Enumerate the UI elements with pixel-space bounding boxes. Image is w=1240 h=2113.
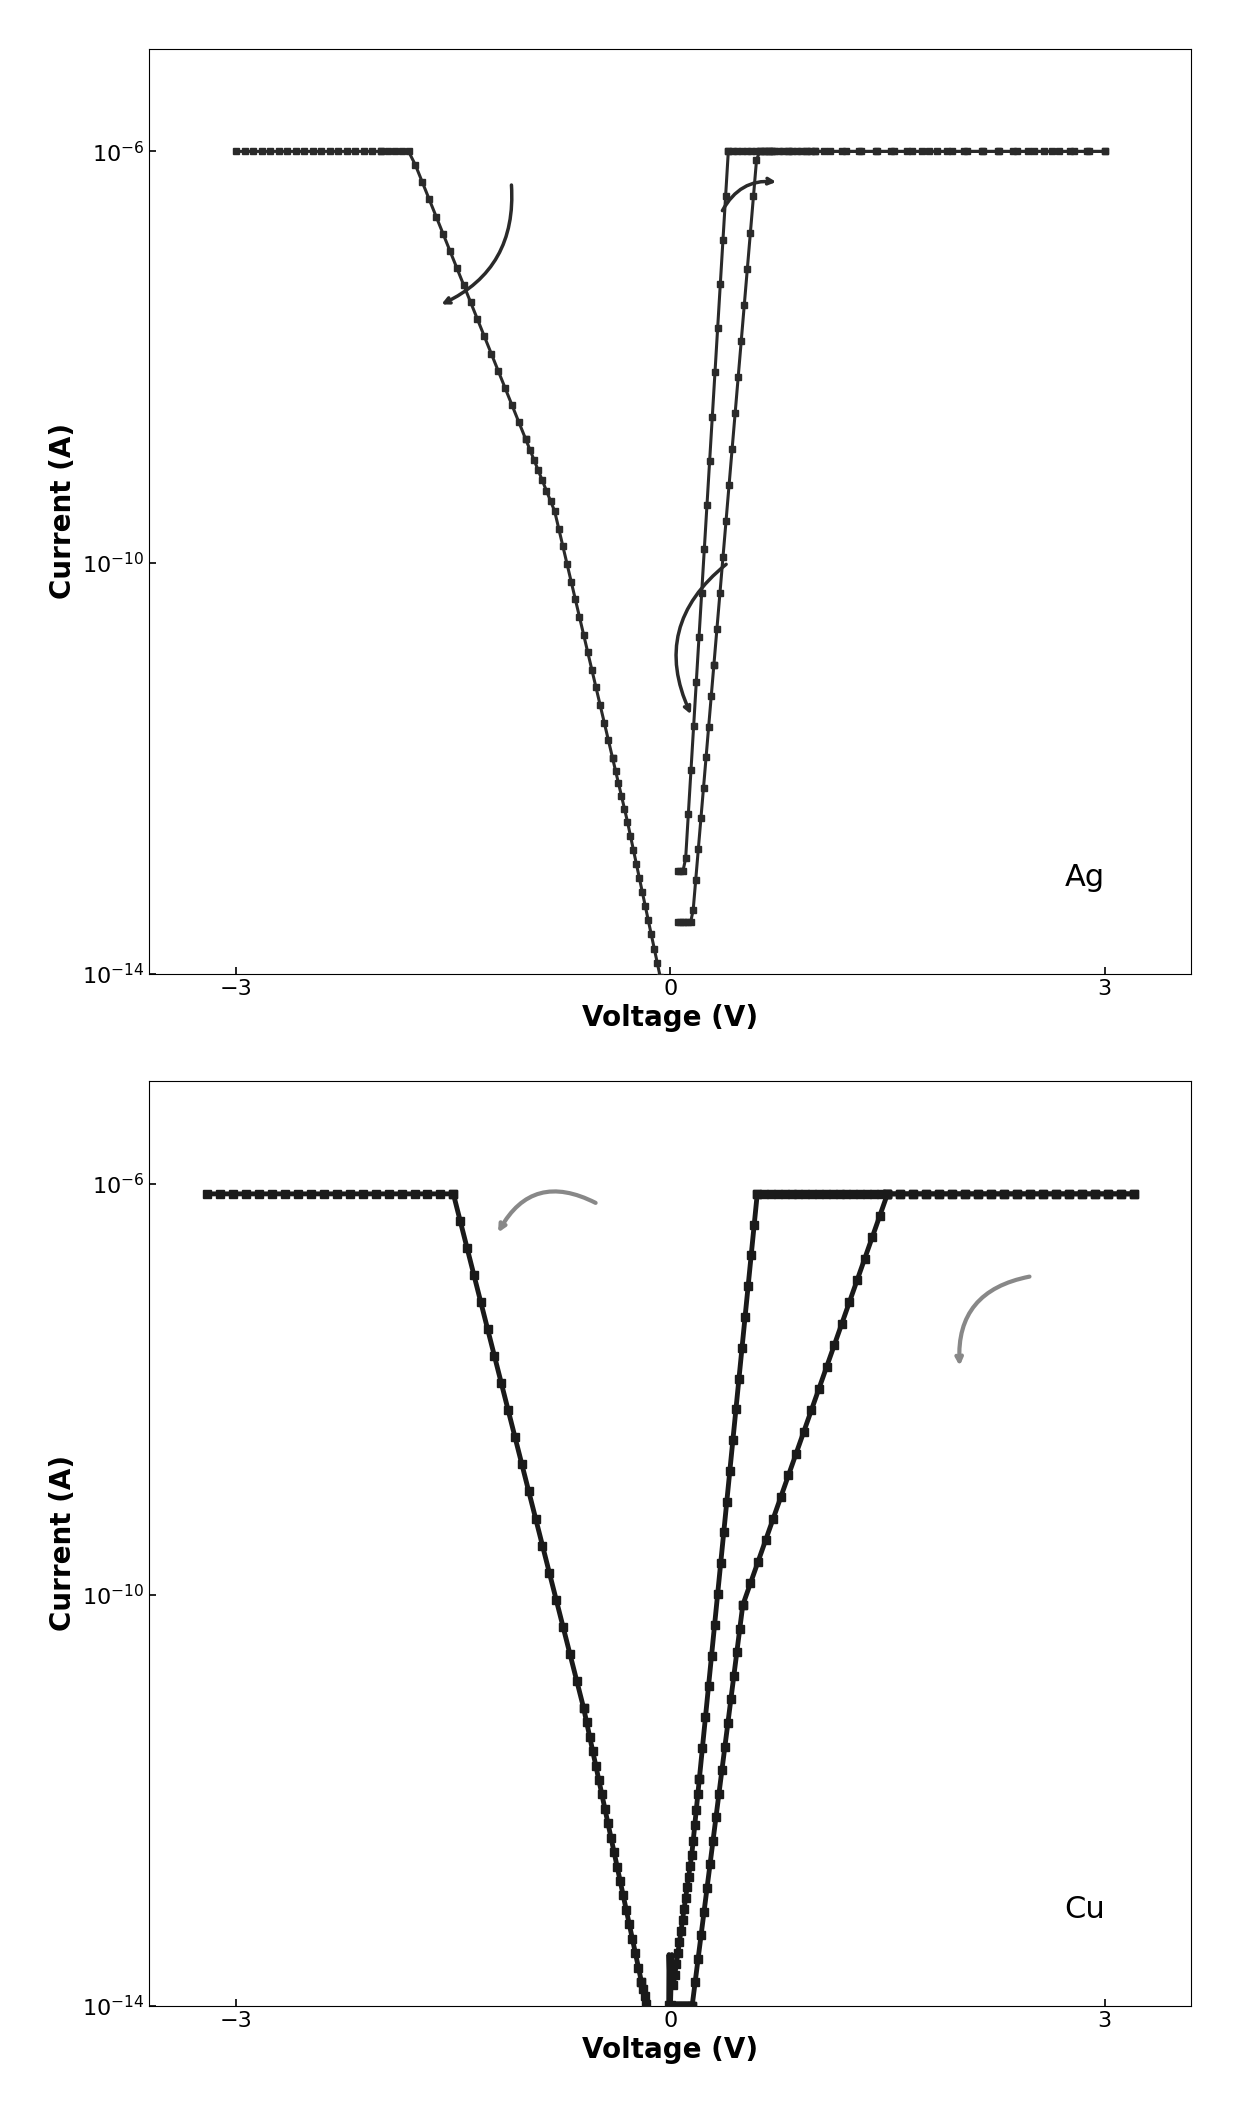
X-axis label: Voltage (V): Voltage (V)	[583, 2037, 759, 2064]
X-axis label: Voltage (V): Voltage (V)	[583, 1004, 759, 1031]
Text: Cu: Cu	[1064, 1895, 1105, 1923]
Text: Ag: Ag	[1064, 862, 1105, 892]
Y-axis label: Current (A): Current (A)	[48, 1456, 77, 1631]
Y-axis label: Current (A): Current (A)	[48, 423, 77, 600]
